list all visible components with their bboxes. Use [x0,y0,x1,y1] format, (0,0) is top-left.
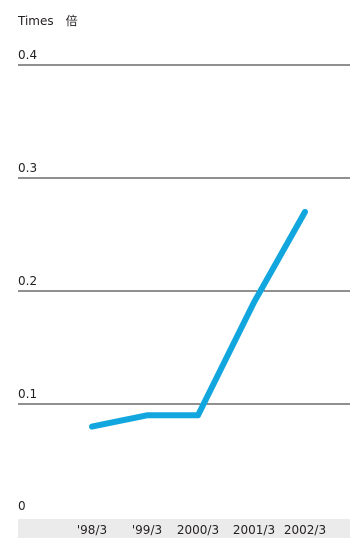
gridlines [18,64,350,405]
series-line [89,208,308,430]
x-tick-label: 2000/3 [177,523,219,537]
x-tick-label: '98/3 [77,523,107,537]
y-tick-label: 0.1 [18,387,37,401]
y-tick-labels: 0 0.1 0.2 0.3 0.4 [18,48,37,513]
x-axis-band [18,519,350,538]
x-tick-label: 2001/3 [233,523,275,537]
y-unit-label: Times 倍 [17,13,78,28]
y-tick-label: 0.2 [18,274,37,288]
y-tick-label: 0.4 [18,48,37,62]
y-tick-label: 0.3 [18,161,37,175]
x-tick-label: 2002/3 [284,523,326,537]
x-tick-labels: '98/3 '99/3 2000/3 2001/3 2002/3 [77,523,326,537]
series [89,208,308,430]
x-tick-label: '99/3 [132,523,162,537]
y-tick-label: 0 [18,499,26,513]
